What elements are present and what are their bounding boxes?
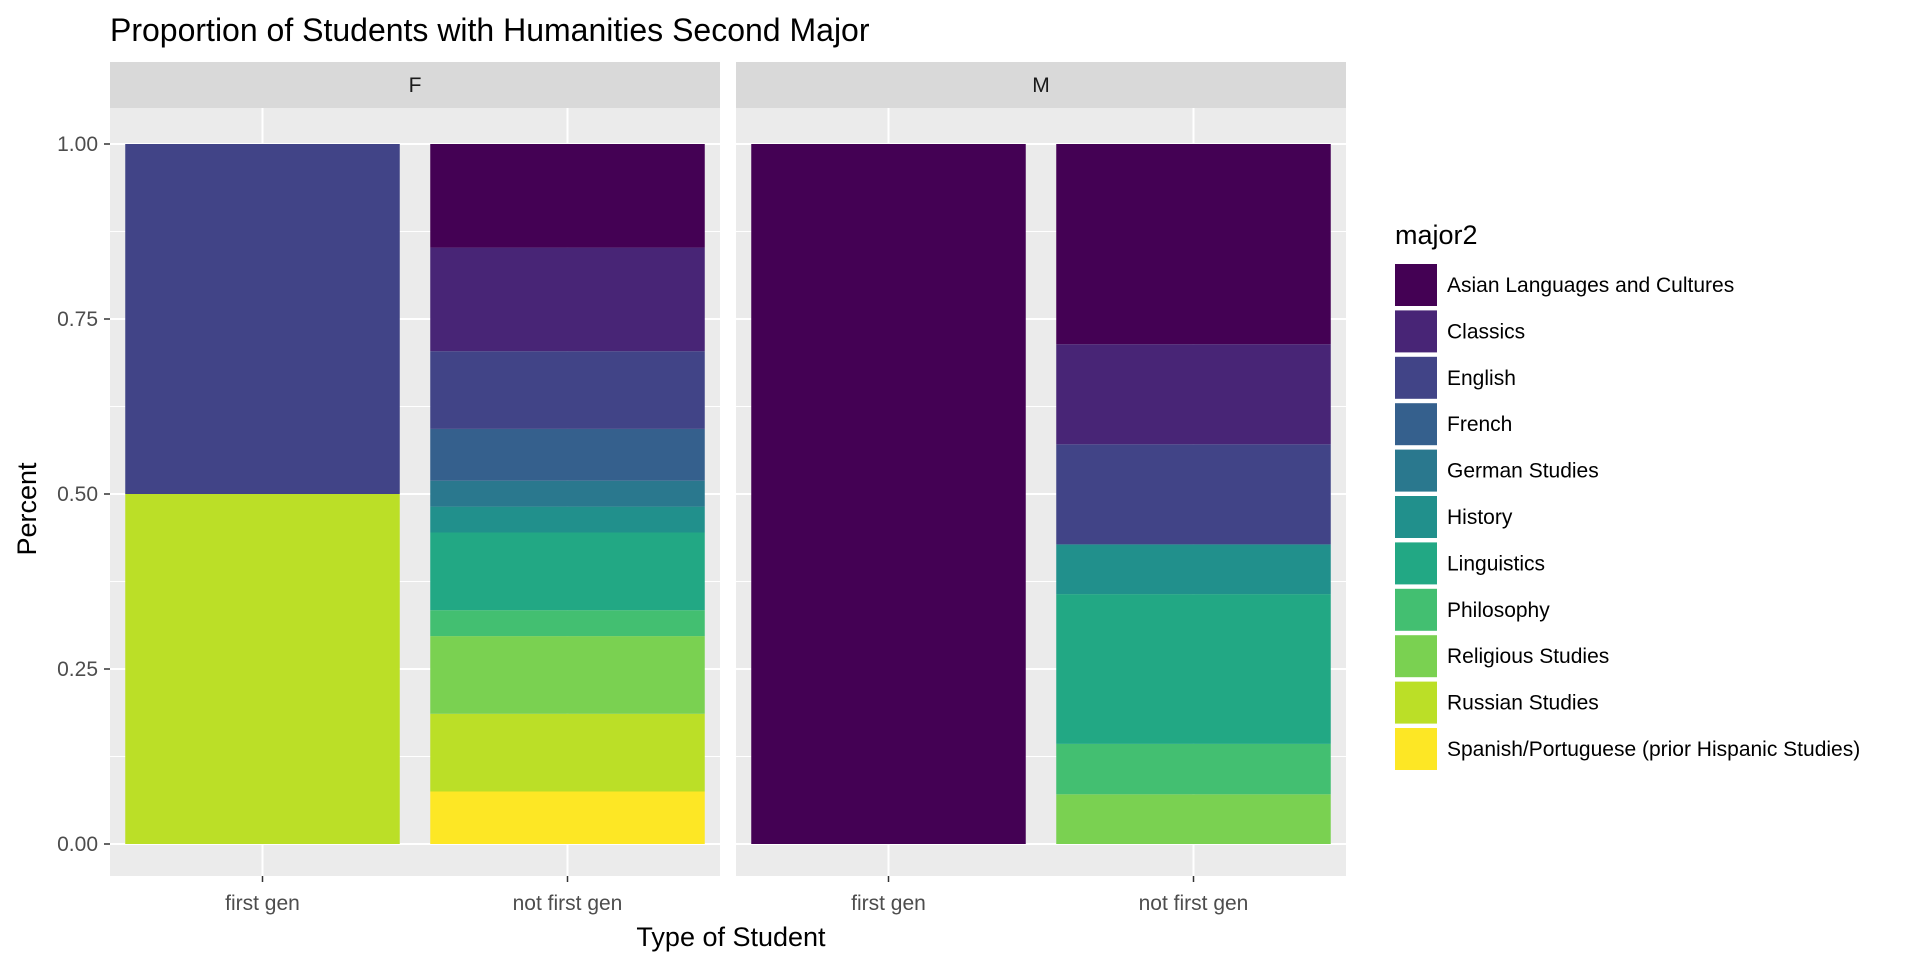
legend-label: English: [1447, 367, 1516, 390]
legend-label: Spanish/Portuguese (prior Hispanic Studi…: [1447, 738, 1860, 761]
chart-title: Proportion of Students with Humanities S…: [110, 12, 870, 48]
bar-segment-f-first-gen-english: [125, 144, 400, 494]
x-axis-title: Type of Student: [636, 922, 826, 952]
bar-segment-m-not-first-gen-philosophy: [1056, 743, 1331, 795]
bar-segment-m-not-first-gen-religious-studies: [1056, 794, 1331, 844]
y-tick-label: 0.50: [57, 483, 98, 506]
facet-panel-f: F: [110, 62, 720, 876]
x-tick-label: first gen: [225, 892, 300, 915]
legend-key: [1395, 635, 1437, 678]
bar-segment-f-not-first-gen-spanish-portuguese-prior-hispanic-studies: [430, 791, 705, 844]
legend-item-religious-studies: Religious Studies: [1395, 635, 1609, 678]
legend-key: [1395, 496, 1437, 538]
legend-key: [1395, 681, 1437, 724]
bar-segment-m-not-first-gen-english: [1056, 444, 1331, 545]
legend-item-russian-studies: Russian Studies: [1395, 681, 1599, 724]
y-axis: 0.00 0.25 0.50 0.75 1.00: [57, 133, 110, 856]
bar-segment-f-not-first-gen-history: [430, 506, 705, 533]
legend-item-german-studies: German Studies: [1395, 449, 1599, 492]
legend-label: Classics: [1447, 320, 1525, 343]
legend-label: German Studies: [1447, 460, 1599, 483]
bar-segment-m-not-first-gen-classics: [1056, 344, 1331, 445]
y-tick-label: 1.00: [57, 133, 98, 156]
bar-segment-f-not-first-gen-russian-studies: [430, 713, 705, 792]
x-tick-label: not first gen: [1139, 892, 1249, 915]
legend-key: [1395, 264, 1437, 306]
x-axis: first gen not first gen first gen not first…: [225, 876, 1248, 915]
legend-item-philosophy: Philosophy: [1395, 588, 1550, 631]
legend-key: [1395, 542, 1437, 585]
y-tick-label: 0.75: [57, 308, 98, 331]
y-axis-title: Percent: [12, 462, 42, 556]
legend-label: French: [1447, 413, 1512, 436]
facet-strip-label: F: [409, 74, 422, 97]
legend-label: History: [1447, 506, 1513, 529]
legend-item-spanish-portuguese-prior-hispanic-studies: Spanish/Portuguese (prior Hispanic Studi…: [1395, 728, 1860, 770]
legend-item-asian-languages-and-cultures: Asian Languages and Cultures: [1395, 264, 1734, 306]
legend-key: [1395, 356, 1437, 399]
legend-label: Linguistics: [1447, 552, 1545, 575]
legend-label: Russian Studies: [1447, 692, 1599, 715]
legend-key: [1395, 728, 1437, 770]
legend-item-history: History: [1395, 496, 1513, 538]
legend-label: Philosophy: [1447, 599, 1550, 622]
x-tick-label: first gen: [851, 892, 926, 915]
bar-segment-f-not-first-gen-asian-languages-and-cultures: [430, 144, 705, 248]
bar-segment-f-not-first-gen-religious-studies: [430, 636, 705, 714]
legend-item-linguistics: Linguistics: [1395, 542, 1545, 585]
bar-segment-f-not-first-gen-english: [430, 351, 705, 429]
legend-key: [1395, 403, 1437, 446]
facet-panel-m: M: [736, 62, 1346, 876]
bar-segment-m-not-first-gen-linguistics: [1056, 594, 1331, 744]
legend-item-french: French: [1395, 403, 1512, 446]
legend-key: [1395, 588, 1437, 631]
bar-segment-f-not-first-gen-classics: [430, 247, 705, 352]
legend-key: [1395, 449, 1437, 492]
y-tick-label: 0.00: [57, 833, 98, 856]
legend-label: Asian Languages and Cultures: [1447, 274, 1734, 297]
legend-key: [1395, 310, 1437, 353]
facet-strip-label: M: [1032, 74, 1050, 97]
facet-strip-m: [736, 62, 1346, 108]
bar-segment-f-not-first-gen-philosophy: [430, 610, 705, 637]
bar-segment-f-not-first-gen-french: [430, 428, 705, 481]
bar-segment-m-first-gen-asian-languages-and-cultures: [751, 144, 1026, 844]
bar-segment-f-first-gen-russian-studies: [125, 494, 400, 844]
bar-segment-m-not-first-gen-asian-languages-and-cultures: [1056, 144, 1331, 345]
bar-segment-m-not-first-gen-history: [1056, 544, 1331, 595]
legend: major2 Asian Languages and Cultures Class…: [1395, 220, 1860, 770]
legend-item-english: English: [1395, 356, 1516, 399]
x-tick-label: not first gen: [513, 892, 623, 915]
bar-segment-f-not-first-gen-german-studies: [430, 480, 705, 507]
legend-title: major2: [1395, 220, 1478, 250]
y-tick-label: 0.25: [57, 658, 98, 681]
bar-segment-f-not-first-gen-linguistics: [430, 532, 705, 611]
legend-label: Religious Studies: [1447, 645, 1609, 668]
legend-item-classics: Classics: [1395, 310, 1525, 353]
facet-strip-f: [110, 62, 720, 108]
